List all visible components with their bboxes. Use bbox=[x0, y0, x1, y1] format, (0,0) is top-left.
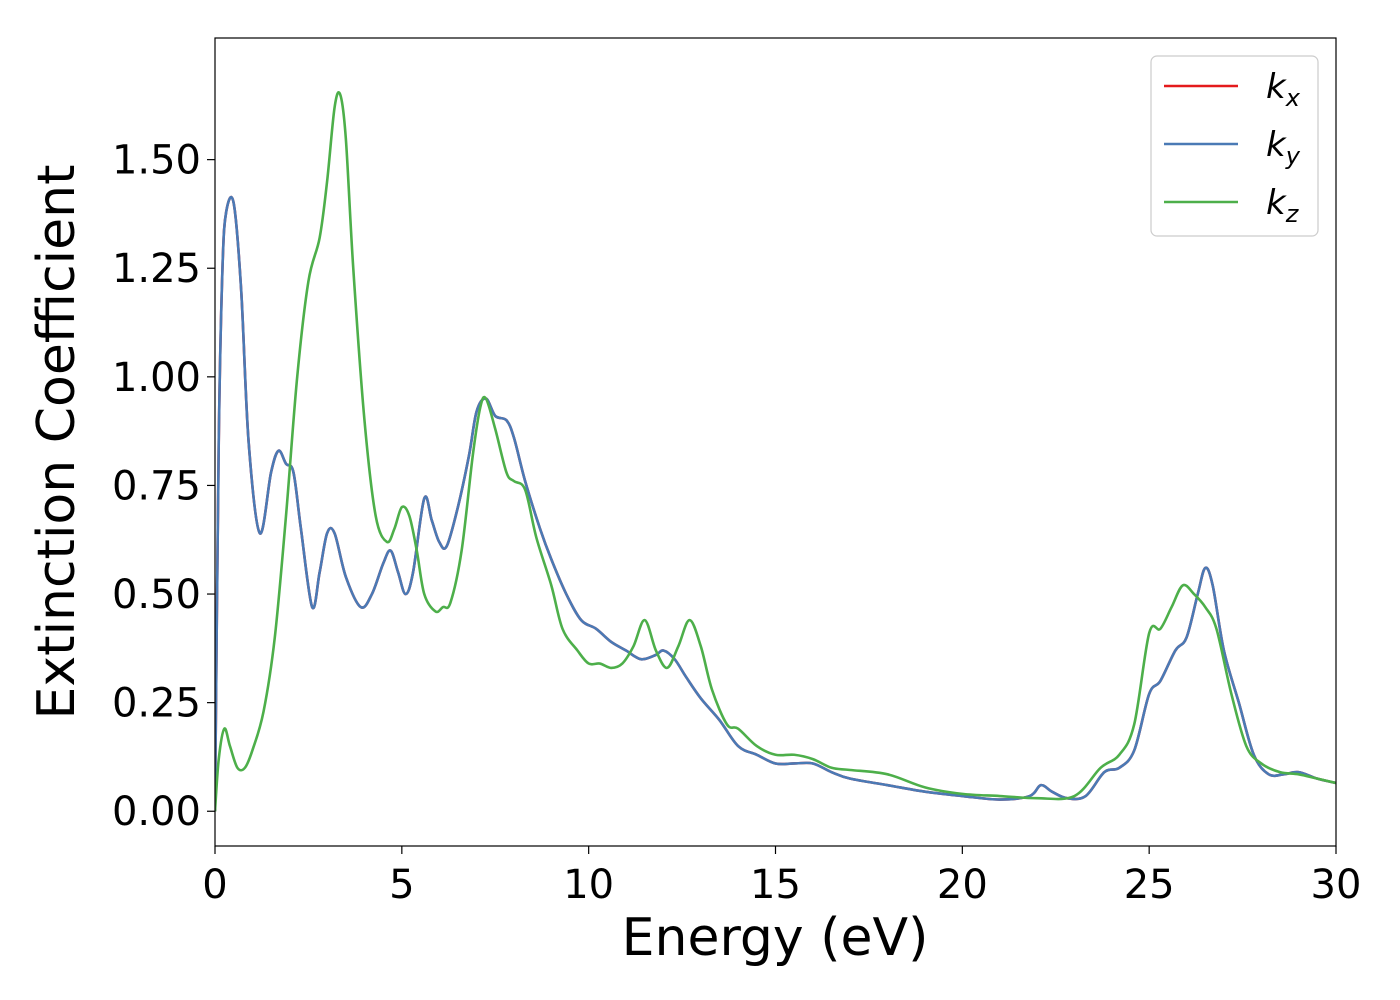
x-tick-label: 30 bbox=[1311, 862, 1362, 908]
series-line-k-y bbox=[215, 195, 1336, 812]
x-tick-label: 25 bbox=[1124, 862, 1175, 908]
plot-lines bbox=[215, 91, 1336, 812]
y-tick-label: 1.25 bbox=[112, 246, 201, 292]
x-tick-label: 15 bbox=[750, 862, 801, 908]
legend: kx ky kz bbox=[1150, 55, 1319, 237]
legend-label-y: ky bbox=[1266, 125, 1301, 170]
y-axis-ticks: 0.00 0.25 0.50 0.75 1.00 1.25 1.50 bbox=[112, 138, 215, 835]
x-tick-label: 20 bbox=[937, 862, 988, 908]
y-tick-label: 0.25 bbox=[112, 681, 201, 727]
y-tick-label: 0.50 bbox=[112, 572, 201, 618]
x-tick-label: 5 bbox=[389, 862, 414, 908]
y-tick-label: 1.00 bbox=[112, 355, 201, 401]
legend-label-z: kz bbox=[1266, 183, 1300, 228]
y-tick-label: 0.75 bbox=[112, 463, 201, 509]
series-line-k-x bbox=[215, 195, 1336, 812]
x-tick-label: 0 bbox=[202, 862, 227, 908]
x-tick-label: 10 bbox=[563, 862, 614, 908]
y-axis-title: Extinction Coefficient bbox=[27, 165, 87, 720]
legend-box bbox=[1150, 55, 1319, 237]
y-tick-label: 0.00 bbox=[112, 789, 201, 835]
series-line-k-z bbox=[215, 91, 1336, 812]
y-tick-label: 1.50 bbox=[112, 138, 201, 184]
x-axis-ticks: 0 5 10 15 20 25 30 bbox=[202, 846, 1361, 908]
x-axis-title: Energy (eV) bbox=[622, 908, 929, 968]
legend-label-x: kx bbox=[1266, 67, 1301, 112]
